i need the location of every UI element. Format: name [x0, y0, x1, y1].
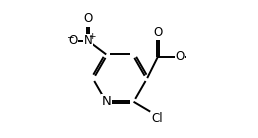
Text: −: −: [66, 32, 73, 41]
Text: O: O: [83, 12, 93, 25]
Text: N: N: [84, 34, 92, 47]
Text: Cl: Cl: [151, 112, 163, 125]
Text: +: +: [88, 32, 95, 42]
Text: O: O: [68, 34, 77, 47]
Text: O: O: [153, 26, 163, 39]
Text: O: O: [175, 50, 184, 63]
Text: N: N: [101, 95, 111, 108]
